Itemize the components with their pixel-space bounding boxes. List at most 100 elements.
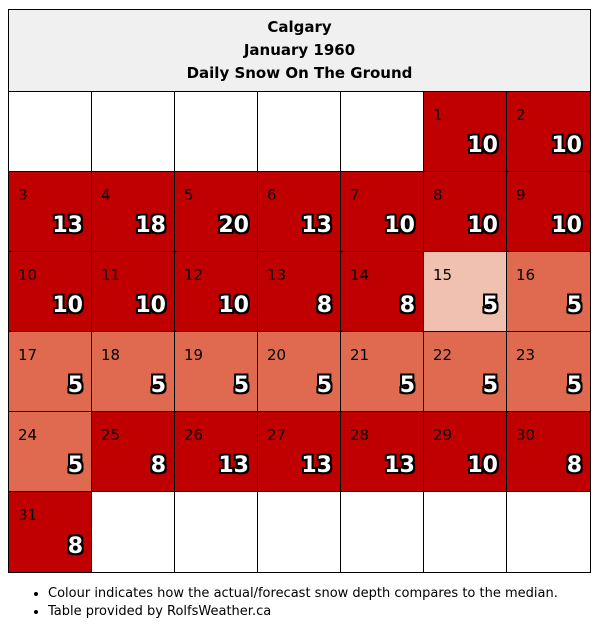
empty-day-cell: [258, 492, 341, 572]
day-cell: 23 5: [507, 332, 590, 412]
empty-day-cell: [92, 92, 175, 172]
city-title: Calgary: [267, 18, 332, 36]
day-number: 26: [184, 426, 204, 444]
snow-depth-value: 8: [399, 293, 415, 318]
note-colour-legend: Colour indicates how the actual/forecast…: [48, 585, 558, 603]
snow-depth-value: 20: [218, 213, 249, 238]
snow-depth-value: 5: [566, 373, 582, 398]
day-number: 3: [18, 186, 28, 204]
day-cell: 3 13: [9, 172, 92, 252]
month-title: January 1960: [243, 41, 356, 59]
snow-depth-value: 5: [566, 293, 582, 318]
day-number: 20: [267, 346, 287, 364]
snow-depth-value: 10: [551, 133, 582, 158]
day-cell: 21 5: [341, 332, 424, 412]
day-number: 13: [267, 266, 287, 284]
snow-calendar: Calgary January 1960 Daily Snow On The G…: [8, 9, 591, 573]
day-cell: 12 10: [175, 252, 258, 332]
empty-day-cell: [258, 92, 341, 172]
day-cell: 7 10: [341, 172, 424, 252]
snow-depth-value: 13: [301, 213, 332, 238]
day-cell: 20 5: [258, 332, 341, 412]
note-attribution: Table provided by RolfsWeather.ca: [48, 603, 558, 621]
snow-depth-value: 5: [399, 373, 415, 398]
day-cell: 16 5: [507, 252, 590, 332]
empty-day-cell: [507, 492, 590, 572]
day-cell: 30 8: [507, 412, 590, 492]
day-cell: 8 10: [424, 172, 507, 252]
snow-depth-value: 5: [482, 293, 498, 318]
day-number: 10: [18, 266, 38, 284]
calendar-grid: 1 10 2 10 3 13 4 18 5 20 6 13 7 10 8 10 9 10 10 10 11 10 12 10 1…: [9, 92, 590, 572]
notes-list: Colour indicates how the actual/forecast…: [28, 585, 558, 621]
day-number: 9: [516, 186, 526, 204]
calendar-header: Calgary January 1960 Daily Snow On The G…: [9, 10, 590, 92]
day-number: 19: [184, 346, 204, 364]
snow-depth-value: 8: [67, 534, 83, 559]
day-cell: 14 8: [341, 252, 424, 332]
empty-day-cell: [175, 92, 258, 172]
day-number: 12: [184, 266, 204, 284]
day-cell: 31 8: [9, 492, 92, 572]
day-cell: 4 18: [92, 172, 175, 252]
day-number: 4: [101, 186, 111, 204]
snow-depth-value: 10: [218, 293, 249, 318]
day-number: 28: [350, 426, 370, 444]
day-number: 24: [18, 426, 38, 444]
day-number: 31: [18, 506, 38, 524]
day-number: 18: [101, 346, 121, 364]
day-number: 29: [433, 426, 453, 444]
day-number: 16: [516, 266, 536, 284]
day-cell: 2 10: [507, 92, 590, 172]
snow-depth-value: 13: [384, 453, 415, 478]
snow-depth-value: 10: [467, 133, 498, 158]
snow-depth-value: 5: [316, 373, 332, 398]
day-number: 7: [350, 186, 360, 204]
day-number: 22: [433, 346, 453, 364]
metric-title: Daily Snow On The Ground: [186, 64, 413, 82]
snow-depth-value: 10: [384, 213, 415, 238]
day-cell: 28 13: [341, 412, 424, 492]
snow-depth-value: 8: [150, 453, 166, 478]
snow-depth-value: 13: [52, 213, 83, 238]
day-cell: 13 8: [258, 252, 341, 332]
day-number: 25: [101, 426, 121, 444]
day-number: 8: [433, 186, 443, 204]
day-cell: 22 5: [424, 332, 507, 412]
snow-depth-value: 10: [467, 213, 498, 238]
day-cell: 25 8: [92, 412, 175, 492]
day-cell: 1 10: [424, 92, 507, 172]
snow-depth-value: 10: [135, 293, 166, 318]
day-cell: 10 10: [9, 252, 92, 332]
day-number: 11: [101, 266, 121, 284]
snow-depth-value: 8: [316, 293, 332, 318]
day-cell: 18 5: [92, 332, 175, 412]
day-number: 6: [267, 186, 277, 204]
day-number: 14: [350, 266, 370, 284]
day-number: 21: [350, 346, 370, 364]
snow-depth-value: 5: [67, 373, 83, 398]
snow-depth-value: 5: [233, 373, 249, 398]
day-number: 2: [516, 106, 526, 124]
day-number: 23: [516, 346, 536, 364]
empty-day-cell: [92, 492, 175, 572]
snow-depth-value: 10: [467, 453, 498, 478]
day-number: 1: [433, 106, 443, 124]
empty-day-cell: [175, 492, 258, 572]
day-cell: 11 10: [92, 252, 175, 332]
snow-depth-value: 18: [135, 213, 166, 238]
day-cell: 15 5: [424, 252, 507, 332]
day-cell: 26 13: [175, 412, 258, 492]
day-cell: 17 5: [9, 332, 92, 412]
snow-depth-value: 10: [551, 213, 582, 238]
empty-day-cell: [341, 92, 424, 172]
day-number: 5: [184, 186, 194, 204]
snow-depth-value: 13: [218, 453, 249, 478]
day-cell: 24 5: [9, 412, 92, 492]
day-number: 15: [433, 266, 453, 284]
snow-depth-value: 5: [150, 373, 166, 398]
snow-depth-value: 8: [566, 453, 582, 478]
day-number: 17: [18, 346, 38, 364]
day-number: 30: [516, 426, 536, 444]
snow-depth-value: 5: [482, 373, 498, 398]
